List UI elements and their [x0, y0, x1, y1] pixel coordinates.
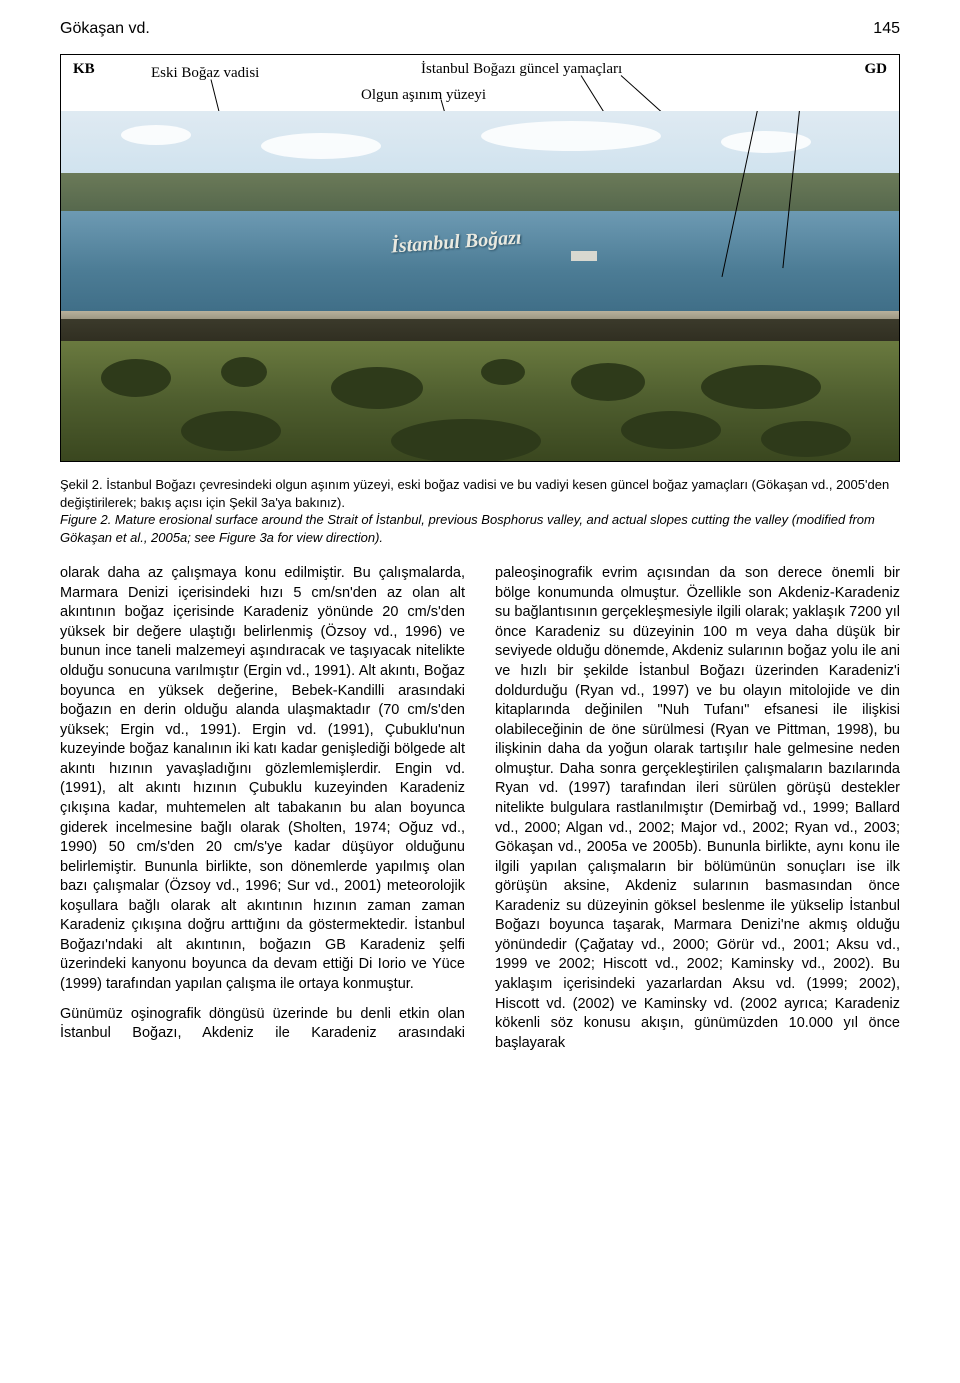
- running-header: Gökaşan vd. 145: [60, 20, 900, 38]
- bush: [481, 359, 525, 385]
- bush: [391, 419, 541, 461]
- figure-caption: Şekil 2. İstanbul Boğazı çevresindeki ol…: [60, 476, 900, 546]
- figure-top-labels: KB GD Eski Boğaz vadisi İstanbul Boğazı …: [61, 55, 899, 111]
- ship: [571, 251, 597, 261]
- figure-scene: İstanbul Boğazı: [61, 111, 899, 461]
- caption-turkish: Şekil 2. İstanbul Boğazı çevresindeki ol…: [60, 477, 889, 510]
- body-paragraph: olarak daha az çalışmaya konu edilmiştir…: [60, 564, 465, 994]
- cloud: [261, 133, 381, 159]
- cloud: [481, 121, 661, 151]
- bush: [621, 411, 721, 449]
- label-olgun-asinim: Olgun aşınım yüzeyi: [361, 87, 486, 104]
- journal-name: Gökaşan vd.: [60, 20, 150, 38]
- direction-label-gd: GD: [865, 61, 888, 78]
- label-eski-vadisi: Eski Boğaz vadisi: [151, 65, 259, 82]
- label-guncel-yamac: İstanbul Boğazı güncel yamaçları: [421, 61, 622, 78]
- page: Gökaşan vd. 145 KB GD Eski Boğaz vadisi …: [0, 0, 960, 1383]
- cloud: [721, 131, 811, 153]
- page-number: 145: [873, 20, 900, 38]
- caption-english: Figure 2. Mature erosional surface aroun…: [60, 512, 875, 545]
- body-text: olarak daha az çalışmaya konu edilmiştir…: [60, 564, 900, 1053]
- direction-label-kb: KB: [73, 61, 95, 78]
- bush: [701, 365, 821, 409]
- bush: [221, 357, 267, 387]
- bush: [571, 363, 645, 401]
- bush: [101, 359, 171, 397]
- bush: [331, 367, 423, 409]
- figure-2: KB GD Eski Boğaz vadisi İstanbul Boğazı …: [60, 54, 900, 462]
- cloud: [121, 125, 191, 145]
- bush: [181, 411, 281, 451]
- bush: [761, 421, 851, 457]
